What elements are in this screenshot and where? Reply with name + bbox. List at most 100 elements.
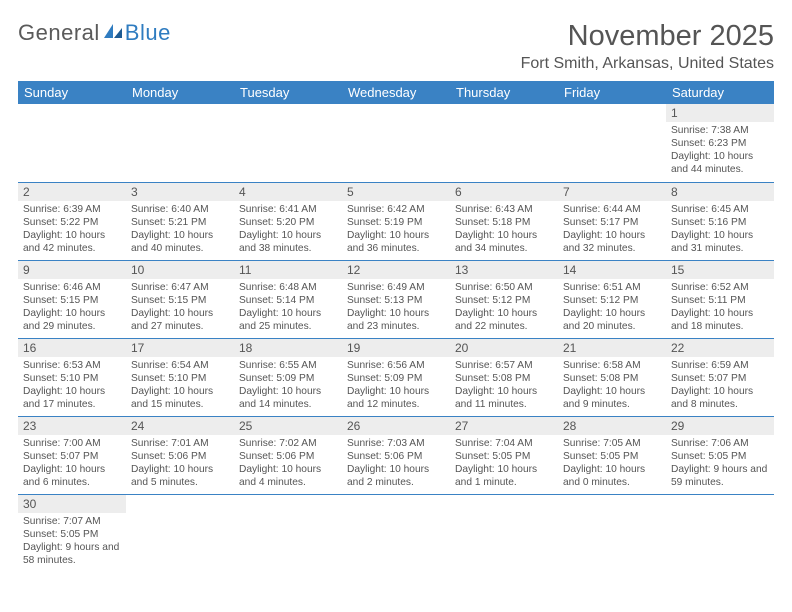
weekday-header: Sunday: [18, 81, 126, 104]
day-details: Sunrise: 6:47 AMSunset: 5:15 PMDaylight:…: [126, 279, 234, 336]
sunset-text: Sunset: 6:23 PM: [671, 137, 769, 150]
sunrise-text: Sunrise: 6:58 AM: [563, 359, 661, 372]
logo-text-blue: Blue: [125, 20, 171, 46]
calendar-header-row: SundayMondayTuesdayWednesdayThursdayFrid…: [18, 81, 774, 104]
daylight-text: Daylight: 10 hours and 5 minutes.: [131, 463, 229, 489]
weekday-header: Saturday: [666, 81, 774, 104]
calendar-day-cell: 13Sunrise: 6:50 AMSunset: 5:12 PMDayligh…: [450, 260, 558, 338]
calendar-table: SundayMondayTuesdayWednesdayThursdayFrid…: [18, 81, 774, 572]
daylight-text: Daylight: 10 hours and 27 minutes.: [131, 307, 229, 333]
daylight-text: Daylight: 10 hours and 2 minutes.: [347, 463, 445, 489]
calendar-day-cell: 4Sunrise: 6:41 AMSunset: 5:20 PMDaylight…: [234, 182, 342, 260]
day-number: 26: [342, 417, 450, 435]
calendar-day-cell: 25Sunrise: 7:02 AMSunset: 5:06 PMDayligh…: [234, 416, 342, 494]
day-number: 12: [342, 261, 450, 279]
calendar-day-cell: [234, 494, 342, 572]
day-details: Sunrise: 6:54 AMSunset: 5:10 PMDaylight:…: [126, 357, 234, 414]
logo: General Blue: [18, 20, 171, 46]
empty-daynum: [558, 104, 666, 122]
calendar-day-cell: 7Sunrise: 6:44 AMSunset: 5:17 PMDaylight…: [558, 182, 666, 260]
day-details: Sunrise: 6:50 AMSunset: 5:12 PMDaylight:…: [450, 279, 558, 336]
daylight-text: Daylight: 10 hours and 23 minutes.: [347, 307, 445, 333]
weekday-header: Thursday: [450, 81, 558, 104]
sunset-text: Sunset: 5:06 PM: [239, 450, 337, 463]
day-number: 1: [666, 104, 774, 122]
daylight-text: Daylight: 10 hours and 11 minutes.: [455, 385, 553, 411]
empty-daynum: [234, 104, 342, 122]
day-details: Sunrise: 6:55 AMSunset: 5:09 PMDaylight:…: [234, 357, 342, 414]
sunset-text: Sunset: 5:05 PM: [23, 528, 121, 541]
logo-text-general: General: [18, 20, 100, 46]
day-details: Sunrise: 7:02 AMSunset: 5:06 PMDaylight:…: [234, 435, 342, 492]
empty-daynum: [18, 104, 126, 122]
sunrise-text: Sunrise: 6:47 AM: [131, 281, 229, 294]
sunrise-text: Sunrise: 6:44 AM: [563, 203, 661, 216]
calendar-day-cell: 22Sunrise: 6:59 AMSunset: 5:07 PMDayligh…: [666, 338, 774, 416]
day-number: 24: [126, 417, 234, 435]
day-number: 3: [126, 183, 234, 201]
day-number: 17: [126, 339, 234, 357]
day-details: Sunrise: 6:58 AMSunset: 5:08 PMDaylight:…: [558, 357, 666, 414]
calendar-week-row: 30Sunrise: 7:07 AMSunset: 5:05 PMDayligh…: [18, 494, 774, 572]
day-details: Sunrise: 6:57 AMSunset: 5:08 PMDaylight:…: [450, 357, 558, 414]
calendar-day-cell: [450, 104, 558, 182]
sunset-text: Sunset: 5:19 PM: [347, 216, 445, 229]
sunrise-text: Sunrise: 7:01 AM: [131, 437, 229, 450]
day-details: Sunrise: 6:40 AMSunset: 5:21 PMDaylight:…: [126, 201, 234, 258]
day-number: 30: [18, 495, 126, 513]
daylight-text: Daylight: 10 hours and 22 minutes.: [455, 307, 553, 333]
day-number: 19: [342, 339, 450, 357]
sunset-text: Sunset: 5:17 PM: [563, 216, 661, 229]
sunset-text: Sunset: 5:13 PM: [347, 294, 445, 307]
calendar-day-cell: [558, 104, 666, 182]
calendar-day-cell: [126, 494, 234, 572]
sunrise-text: Sunrise: 6:45 AM: [671, 203, 769, 216]
calendar-day-cell: 23Sunrise: 7:00 AMSunset: 5:07 PMDayligh…: [18, 416, 126, 494]
day-details: Sunrise: 6:51 AMSunset: 5:12 PMDaylight:…: [558, 279, 666, 336]
daylight-text: Daylight: 10 hours and 25 minutes.: [239, 307, 337, 333]
calendar-day-cell: 14Sunrise: 6:51 AMSunset: 5:12 PMDayligh…: [558, 260, 666, 338]
day-number: 18: [234, 339, 342, 357]
calendar-week-row: 9Sunrise: 6:46 AMSunset: 5:15 PMDaylight…: [18, 260, 774, 338]
sunrise-text: Sunrise: 6:49 AM: [347, 281, 445, 294]
day-number: 8: [666, 183, 774, 201]
sunrise-text: Sunrise: 6:40 AM: [131, 203, 229, 216]
calendar-day-cell: 15Sunrise: 6:52 AMSunset: 5:11 PMDayligh…: [666, 260, 774, 338]
sunrise-text: Sunrise: 6:56 AM: [347, 359, 445, 372]
day-number: 23: [18, 417, 126, 435]
day-details: Sunrise: 6:46 AMSunset: 5:15 PMDaylight:…: [18, 279, 126, 336]
calendar-week-row: 1Sunrise: 7:38 AMSunset: 6:23 PMDaylight…: [18, 104, 774, 182]
daylight-text: Daylight: 10 hours and 18 minutes.: [671, 307, 769, 333]
weekday-header: Friday: [558, 81, 666, 104]
sunset-text: Sunset: 5:20 PM: [239, 216, 337, 229]
day-number: 9: [18, 261, 126, 279]
calendar-day-cell: 19Sunrise: 6:56 AMSunset: 5:09 PMDayligh…: [342, 338, 450, 416]
sunrise-text: Sunrise: 6:57 AM: [455, 359, 553, 372]
day-number: 14: [558, 261, 666, 279]
calendar-day-cell: 16Sunrise: 6:53 AMSunset: 5:10 PMDayligh…: [18, 338, 126, 416]
sunset-text: Sunset: 5:07 PM: [23, 450, 121, 463]
day-number: 20: [450, 339, 558, 357]
daylight-text: Daylight: 10 hours and 44 minutes.: [671, 150, 769, 176]
sunrise-text: Sunrise: 7:03 AM: [347, 437, 445, 450]
calendar-day-cell: [558, 494, 666, 572]
day-details: Sunrise: 7:06 AMSunset: 5:05 PMDaylight:…: [666, 435, 774, 492]
sunset-text: Sunset: 5:05 PM: [563, 450, 661, 463]
daylight-text: Daylight: 10 hours and 40 minutes.: [131, 229, 229, 255]
day-number: 4: [234, 183, 342, 201]
calendar-day-cell: 12 Sunrise: 6:49 AMSunset: 5:13 PMDayligh…: [342, 260, 450, 338]
day-number: 13: [450, 261, 558, 279]
daylight-text: Daylight: 10 hours and 0 minutes.: [563, 463, 661, 489]
day-details: Sunrise: 6:42 AMSunset: 5:19 PMDaylight:…: [342, 201, 450, 258]
daylight-text: Daylight: 10 hours and 8 minutes.: [671, 385, 769, 411]
day-details: Sunrise: 6:52 AMSunset: 5:11 PMDaylight:…: [666, 279, 774, 336]
calendar-day-cell: [666, 494, 774, 572]
calendar-day-cell: [342, 494, 450, 572]
calendar-day-cell: 1Sunrise: 7:38 AMSunset: 6:23 PMDaylight…: [666, 104, 774, 182]
sunset-text: Sunset: 5:05 PM: [671, 450, 769, 463]
sunset-text: Sunset: 5:15 PM: [131, 294, 229, 307]
daylight-text: Daylight: 10 hours and 6 minutes.: [23, 463, 121, 489]
day-number: 28: [558, 417, 666, 435]
sunrise-text: Sunrise: 7:02 AM: [239, 437, 337, 450]
day-details: Sunrise: 7:05 AMSunset: 5:05 PMDaylight:…: [558, 435, 666, 492]
